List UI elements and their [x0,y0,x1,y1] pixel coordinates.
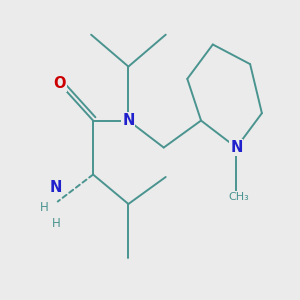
Text: O: O [53,76,66,91]
Text: N: N [230,140,243,155]
Text: N: N [122,113,135,128]
Text: H: H [40,201,48,214]
Text: N: N [50,180,62,195]
Text: CH₃: CH₃ [228,192,249,202]
Text: H: H [51,217,60,230]
